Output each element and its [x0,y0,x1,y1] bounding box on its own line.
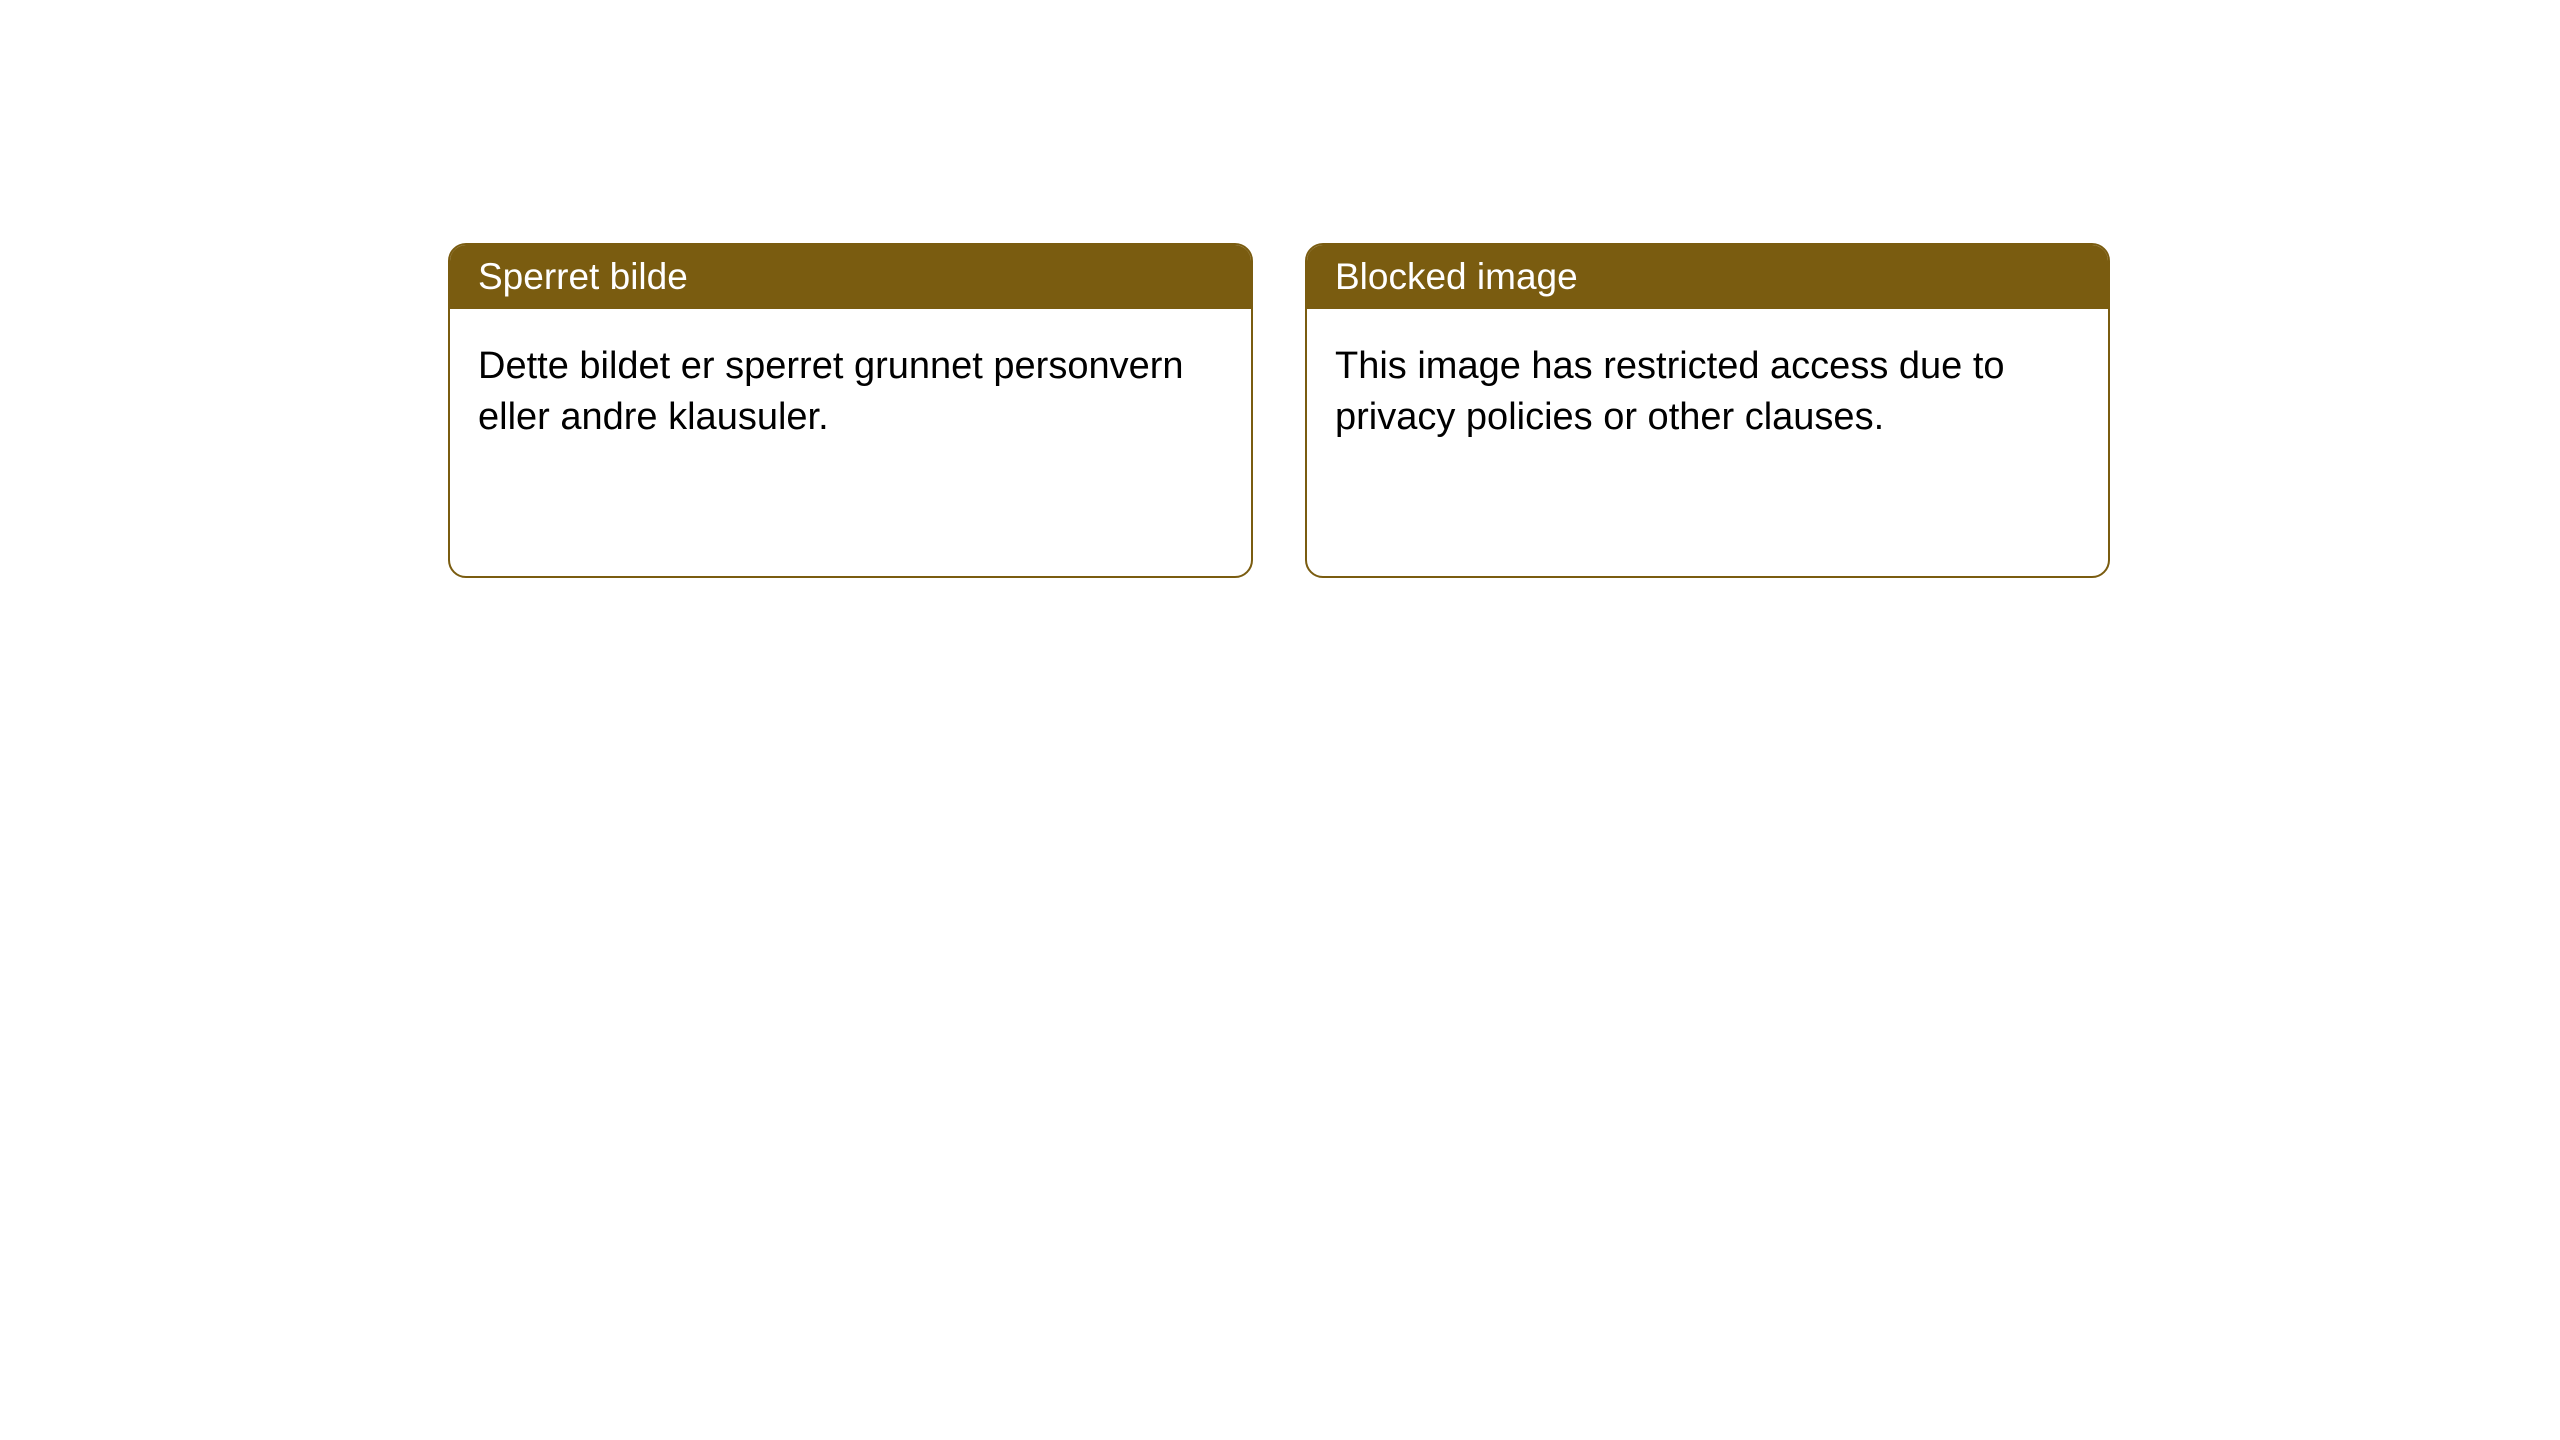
notice-card-english: Blocked image This image has restricted … [1305,243,2110,578]
notice-container: Sperret bilde Dette bildet er sperret gr… [0,0,2560,578]
notice-card-norwegian: Sperret bilde Dette bildet er sperret gr… [448,243,1253,578]
notice-title: Sperret bilde [478,256,688,297]
notice-body: This image has restricted access due to … [1307,309,2108,476]
notice-message: Dette bildet er sperret grunnet personve… [478,345,1184,438]
notice-body: Dette bildet er sperret grunnet personve… [450,309,1251,476]
notice-title: Blocked image [1335,256,1578,297]
notice-header: Blocked image [1307,245,2108,309]
notice-message: This image has restricted access due to … [1335,345,2005,438]
notice-header: Sperret bilde [450,245,1251,309]
